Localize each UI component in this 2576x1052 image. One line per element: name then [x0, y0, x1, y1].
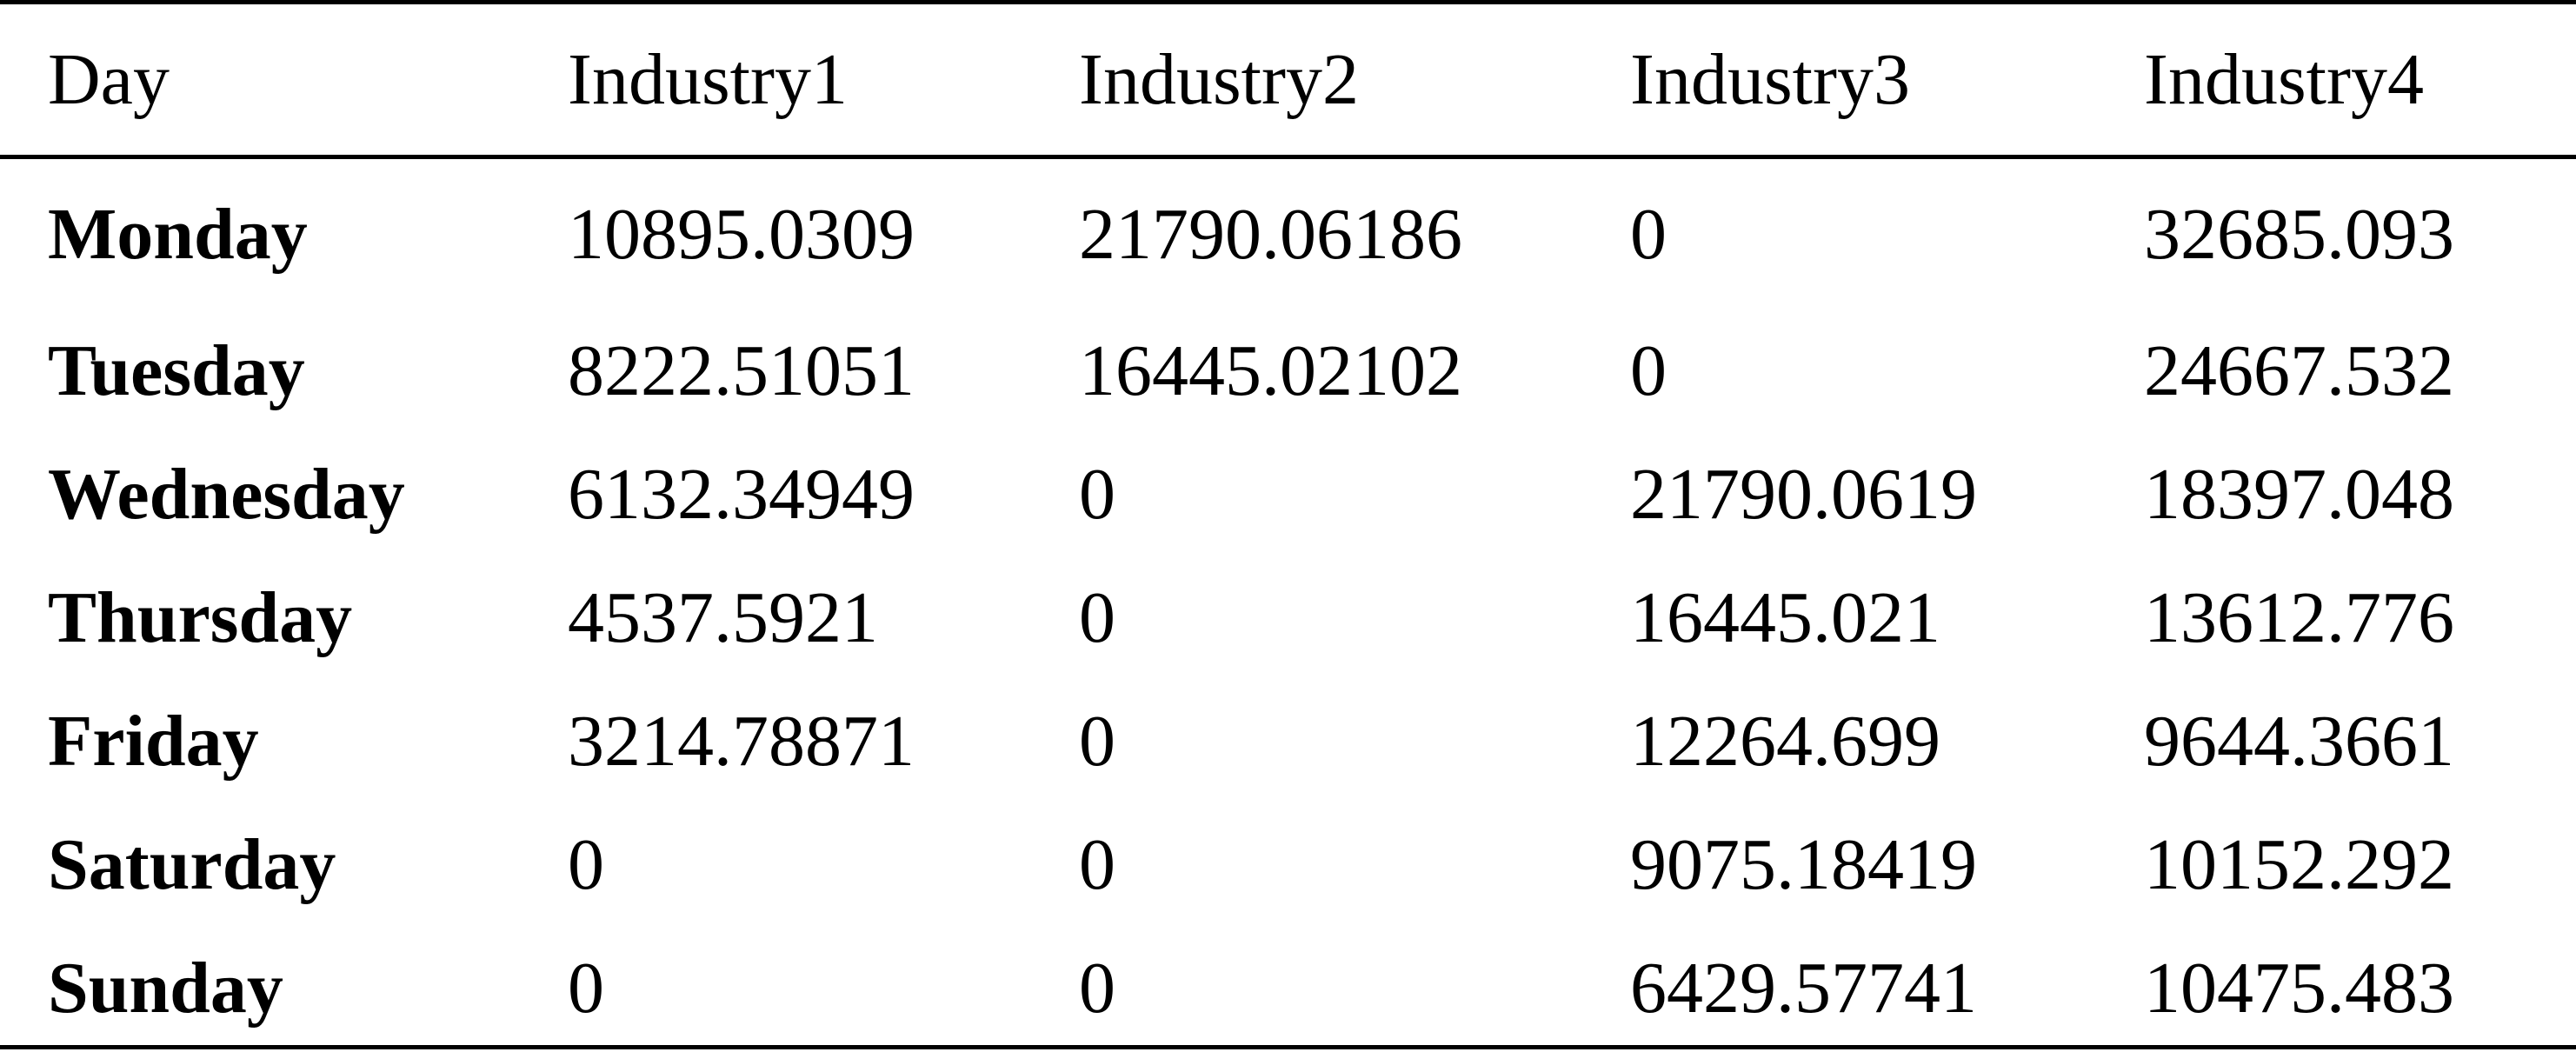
table-cell: 6132.34949: [568, 454, 915, 535]
table-cell: 32685.093: [2144, 193, 2454, 275]
table-row: Sunday 0 0 6429.57741 10475.483: [0, 927, 2576, 1050]
row-label-day: Tuesday: [48, 330, 305, 411]
table-cell: 0: [1630, 330, 1667, 411]
table-cell: 8222.51051: [568, 330, 915, 411]
table-row: Friday 3214.78871 0 12264.699 9644.3661: [0, 680, 2576, 803]
bottom-rule: [0, 1045, 2576, 1049]
table-cell: 16445.02102: [1079, 330, 1462, 411]
column-header-industry4: Industry4: [2144, 38, 2424, 120]
header-rule: [0, 155, 2576, 159]
table-row: Saturday 0 0 9075.18419 10152.292: [0, 803, 2576, 927]
table-row: Wednesday 6132.34949 0 21790.0619 18397.…: [0, 433, 2576, 556]
table-cell: 0: [1079, 577, 1115, 658]
table-cell: 16445.021: [1630, 577, 1940, 658]
table-row: Thursday 4537.5921 0 16445.021 13612.776: [0, 556, 2576, 680]
column-header-day: Day: [48, 38, 170, 120]
table-cell: 6429.57741: [1630, 948, 1977, 1029]
column-header-industry2: Industry2: [1079, 38, 1359, 120]
row-label-day: Saturday: [48, 824, 336, 905]
table-cell: 12264.699: [1630, 701, 1940, 782]
row-label-day: Monday: [48, 193, 308, 275]
table-cell: 21790.06186: [1079, 193, 1462, 275]
table-cell: 24667.532: [2144, 330, 2454, 411]
table-cell: 3214.78871: [568, 701, 915, 782]
table-cell: 4537.5921: [568, 577, 878, 658]
table-cell: 0: [568, 824, 604, 905]
table-cell: 10152.292: [2144, 824, 2454, 905]
table-cell: 0: [1079, 701, 1115, 782]
industry-table: Day Industry1 Industry2 Industry3 Indust…: [0, 4, 2576, 1050]
column-header-industry1: Industry1: [568, 38, 848, 120]
row-label-day: Sunday: [48, 948, 283, 1029]
table-cell: 9075.18419: [1630, 824, 1977, 905]
header-row: Day Industry1 Industry2 Industry3 Indust…: [0, 4, 2576, 155]
table-cell: 10475.483: [2144, 948, 2454, 1029]
column-header-industry3: Industry3: [1630, 38, 1910, 120]
table-cell: 0: [1079, 824, 1115, 905]
table-cell: 13612.776: [2144, 577, 2454, 658]
table-row: Monday 10895.0309 21790.06186 0 32685.09…: [0, 155, 2576, 310]
table-cell: 10895.0309: [568, 193, 915, 275]
row-label-day: Friday: [48, 701, 259, 782]
top-rule: [0, 0, 2576, 4]
table-cell: 0: [1079, 948, 1115, 1029]
table-cell: 18397.048: [2144, 454, 2454, 535]
table-cell: 0: [568, 948, 604, 1029]
table-cell: 0: [1079, 454, 1115, 535]
row-label-day: Wednesday: [48, 454, 405, 535]
table-cell: 0: [1630, 193, 1667, 275]
table-cell: 9644.3661: [2144, 701, 2454, 782]
table-row: Tuesday 8222.51051 16445.02102 0 24667.5…: [0, 310, 2576, 433]
row-label-day: Thursday: [48, 577, 353, 658]
table-cell: 21790.0619: [1630, 454, 1977, 535]
